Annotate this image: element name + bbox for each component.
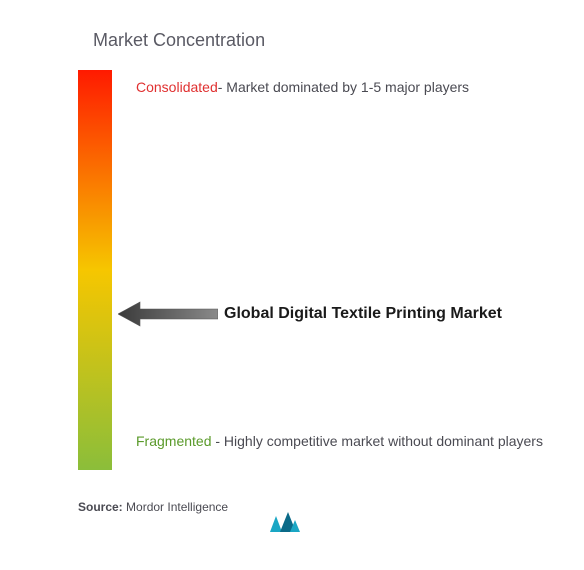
market-position-marker: Global Digital Textile Printing Market xyxy=(118,300,502,328)
fragmented-keyword: Fragmented xyxy=(136,433,211,449)
page-title: Market Concentration xyxy=(93,30,265,51)
source-value: Mordor Intelligence xyxy=(126,500,228,514)
fragmented-description: - Highly competitive market without domi… xyxy=(211,433,542,449)
concentration-gradient-bar xyxy=(78,70,112,470)
source-line: Source: Mordor Intelligence xyxy=(78,500,228,514)
market-name-label: Global Digital Textile Printing Market xyxy=(224,305,502,323)
consolidated-keyword: Consolidated xyxy=(136,79,218,95)
source-label: Source: xyxy=(78,500,123,514)
arrow-left-icon xyxy=(118,300,218,328)
fragmented-label: Fragmented - Highly competitive market w… xyxy=(136,430,564,452)
consolidated-description: - Market dominated by 1-5 major players xyxy=(218,79,469,95)
consolidated-label: Consolidated- Market dominated by 1-5 ma… xyxy=(136,78,469,98)
mordor-logo-icon xyxy=(268,512,302,534)
